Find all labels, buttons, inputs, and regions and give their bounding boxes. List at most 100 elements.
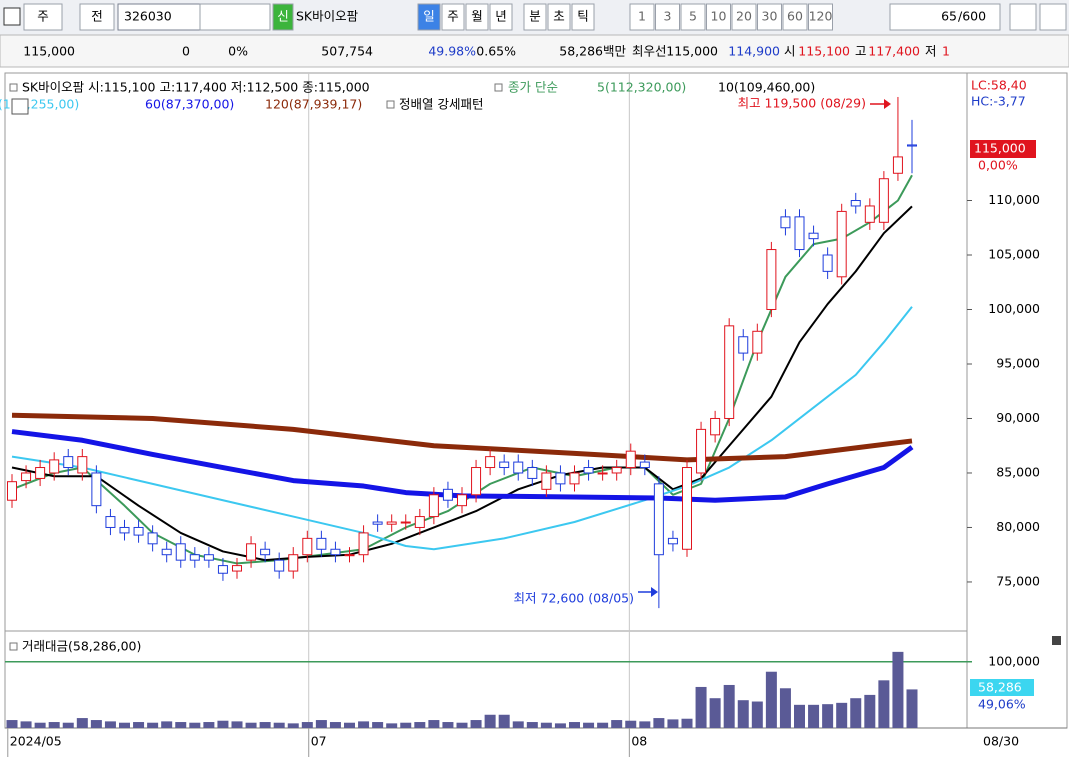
candle-body [597,472,608,475]
period-button-box[interactable] [417,3,441,31]
volume-bar [133,722,145,728]
volume-bar [751,701,763,728]
volume-bar [287,723,299,728]
x-tick-label: 2024/05 [10,734,62,749]
candle-body [752,330,763,354]
volume-bar [442,722,454,728]
max-count: /600 [958,9,986,24]
candle-body [667,537,678,545]
volume-bar [456,722,468,728]
interval-button-box[interactable] [680,3,706,31]
candle-body [302,537,313,556]
period-button-box[interactable] [489,3,513,31]
volume-bar [344,722,355,728]
volume-bar [217,720,229,728]
volume-bar [709,698,721,728]
interval-button-box[interactable] [655,3,680,31]
volume-bar [779,688,791,728]
period-button: 초 [553,9,565,24]
volume-bar [358,721,370,728]
candle-body [147,532,158,545]
candle-body [35,467,46,479]
volume-bar [470,720,482,728]
period-button: 년 [495,9,507,24]
interval-button: 30 [762,9,778,24]
period-button-box[interactable] [465,3,489,31]
prev-button: 전 [91,9,103,24]
info-field: 115,000 [666,44,718,59]
new-badge-box[interactable] [272,3,294,31]
interval-button-box[interactable] [706,3,731,31]
volume-bar [597,722,609,728]
search-combo[interactable] [199,3,271,31]
prev-button-box[interactable] [79,3,115,31]
volume-bar [428,720,440,728]
volume-bar [512,721,524,728]
candle-body [217,565,228,574]
interval-button-box[interactable] [629,3,655,31]
candle-body [541,472,552,490]
tool-icon[interactable] [1039,3,1067,31]
candle-body [386,521,397,525]
period-combo-box[interactable] [23,3,63,31]
volume-bar [329,722,341,728]
candle-body [105,516,116,528]
volume-bar [836,702,848,728]
candle-body [682,467,692,550]
legend-entry: 120(87,939,17) [265,97,362,112]
period-button-box[interactable] [571,3,595,31]
menu-icon[interactable] [3,7,21,26]
period-button-box[interactable] [547,3,571,31]
low-arrowhead [651,587,658,597]
period-button-box[interactable] [523,3,547,31]
interval-button-box[interactable] [731,3,757,31]
candle-body [625,450,636,469]
interval-button-box[interactable] [782,3,808,31]
candle-body [696,428,707,474]
volume-bar [62,722,74,728]
candle-body [372,521,383,525]
ma-prefix: 종가 단순 [508,80,558,95]
candle-body [808,232,819,240]
chart-title: SK바이오팜 시:115,100 고:117,400 저:112,500 종:1… [22,80,370,95]
tool-icon[interactable] [1009,3,1037,31]
volume-bar [892,651,904,728]
last-date: 08/30 [983,734,1019,749]
code-input[interactable] [117,3,201,31]
y-tick-label: 110,000 [988,192,1040,207]
volume-bar [723,684,735,728]
candle-body [780,216,791,229]
candle-body [836,210,847,278]
volume-bar [161,721,173,728]
interval-button-box[interactable] [757,3,782,31]
candle-body [710,417,721,436]
candle-body [822,254,833,272]
volume-bar [175,722,187,728]
volume-bar [119,722,130,728]
interval-button-box[interactable] [808,3,833,31]
count-box[interactable] [889,3,1001,31]
candle-body [49,459,60,474]
period-button-box[interactable] [441,3,465,31]
candle-body [246,543,257,561]
info-field: 저 [925,44,937,59]
interval-button: 10 [711,9,727,24]
period-button: 월 [471,9,483,24]
volume-bar [414,722,426,728]
volume-bar [822,704,834,728]
legend-marker [9,83,18,92]
candle-body [457,494,467,507]
candle-body [583,467,594,474]
count: 65 [941,9,957,24]
candle-body [907,144,917,147]
close-icon[interactable] [1052,636,1061,645]
volume-bar [484,714,496,728]
info-field: 0 [182,44,190,59]
interval-button: 20 [736,9,752,24]
candle-body [260,548,271,556]
interval-button: 120 [809,9,833,24]
volume-bar [259,722,271,728]
volume-bar [667,719,679,728]
calendar-icon-overlay[interactable] [11,98,29,115]
legend-entry: 10(109,460,00) [718,80,815,95]
